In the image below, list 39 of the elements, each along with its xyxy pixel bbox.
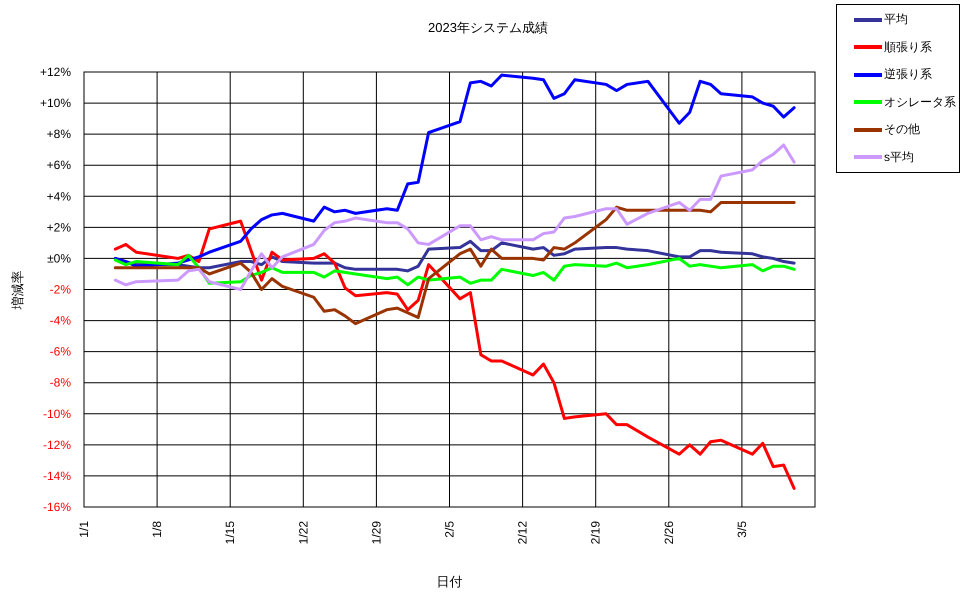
legend-label: その他 [884, 122, 920, 138]
y-tick-label: ±0% [47, 251, 72, 266]
x-tick-label: 2/19 [588, 520, 603, 544]
x-tick-label: 1/1 [77, 520, 91, 538]
y-tick-label: +6% [46, 158, 72, 172]
legend-label: 平均 [884, 12, 908, 28]
y-tick-label: -14% [42, 468, 72, 483]
x-tick-label: 2/5 [442, 520, 456, 538]
y-tick-label: +8% [46, 127, 72, 142]
line-series [114, 201, 796, 326]
line-series [114, 254, 796, 286]
x-tick-label: 2/12 [516, 520, 530, 544]
y-tick-label: -16% [42, 500, 72, 514]
x-tick-label: 1/15 [223, 520, 238, 544]
y-axis-title: 増減率 [10, 270, 26, 309]
x-tick-label: 1/29 [369, 520, 384, 544]
y-tick-label: +4% [46, 189, 72, 204]
x-tick-label: 1/22 [296, 520, 310, 544]
y-tick-label: -6% [50, 344, 72, 359]
x-tick-label: 2/26 [662, 520, 676, 544]
y-tick-label: +10% [40, 96, 72, 110]
legend-label: オシレータ系 [884, 94, 956, 110]
line-series [114, 220, 796, 490]
legend-label: s平均 [884, 150, 914, 165]
y-tick-label: -4% [50, 314, 72, 328]
legend-label: 逆張り系 [884, 67, 932, 82]
y-tick-label: -8% [50, 376, 72, 390]
line-series [114, 74, 796, 268]
line-series [114, 144, 796, 291]
y-tick-label: -10% [42, 406, 72, 421]
y-tick-label: +2% [46, 220, 72, 234]
y-tick-label: -12% [42, 438, 72, 452]
y-tick-label: +12% [40, 65, 72, 79]
legend-label: 順張り系 [884, 40, 932, 55]
x-axis-title: 日付 [436, 574, 462, 590]
x-tick-label: 3/5 [734, 520, 749, 538]
chart-title: 2023年システム成績 [428, 20, 548, 35]
y-tick-label: -2% [50, 282, 72, 296]
x-tick-label: 1/8 [150, 520, 164, 538]
